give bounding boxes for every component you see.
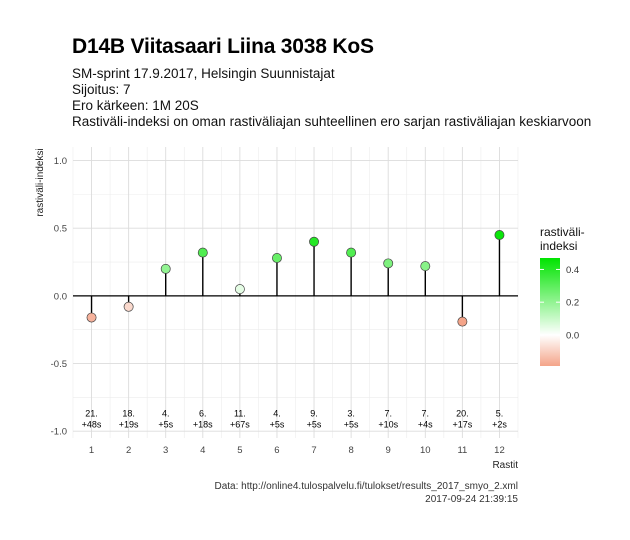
rank-label: 4.: [273, 408, 281, 418]
rank-label: 7.: [422, 408, 430, 418]
split-diff-label: +5s: [158, 419, 173, 429]
legend-title-line-1: rastiväli-: [540, 225, 585, 239]
x-tick-label: 5: [237, 445, 242, 456]
lollipop-point: [272, 253, 282, 263]
chart-title: D14B Viitasaari Liina 3038 KoS: [72, 35, 374, 58]
lollipop-point: [123, 301, 134, 312]
split-diff-label: +67s: [230, 419, 250, 429]
rank-label: 21.: [85, 408, 98, 418]
split-diff-label: +10s: [378, 419, 398, 429]
y-tick-label: -1.0: [51, 427, 67, 438]
rank-label: 5.: [496, 408, 504, 418]
split-diff-label: +18s: [193, 419, 213, 429]
x-tick-label: 10: [420, 445, 431, 456]
x-tick-label: 11: [457, 445, 467, 456]
lollipop-point: [383, 258, 394, 269]
rank-label: 3.: [347, 408, 355, 418]
legend-tick-label: 0.2: [566, 298, 579, 309]
lollipop-point: [234, 284, 245, 295]
subtitle-line-1: SM-sprint 17.9.2017, Helsingin Suunnista…: [72, 66, 335, 81]
rank-label: 7.: [384, 408, 392, 418]
lollipop-point: [457, 316, 468, 327]
rank-label: 20.: [456, 408, 469, 418]
x-tick-label: 8: [348, 445, 353, 456]
lollipop-point: [309, 236, 319, 247]
lollipop-point: [160, 263, 171, 274]
x-tick-label: 4: [200, 445, 205, 456]
rank-label: 11.: [234, 408, 246, 418]
x-tick-label: 1: [89, 445, 94, 456]
lollipop-point: [420, 261, 431, 272]
x-tick-label: 6: [274, 445, 279, 456]
y-tick-label: 0.0: [54, 291, 67, 302]
split-diff-label: +2s: [492, 419, 507, 429]
split-diff-label: +5s: [344, 419, 359, 429]
x-axis-title: Rastit: [492, 460, 518, 471]
split-diff-label: +19s: [119, 419, 139, 429]
split-diff-label: +17s: [452, 419, 472, 429]
legend-title-line-2: indeksi: [540, 239, 577, 253]
legend-tick-label: 0.4: [566, 265, 579, 276]
timestamp-caption: 2017-09-24 21:39:15: [425, 494, 518, 505]
x-tick-label: 12: [494, 445, 505, 456]
subtitle-line-4: Rastiväli-indeksi on oman rastiväliajan …: [72, 114, 592, 129]
lollipop-point: [494, 230, 505, 240]
rank-label: 9.: [310, 408, 318, 418]
split-diff-label: +4s: [418, 419, 433, 429]
split-diff-label: +48s: [82, 419, 102, 429]
rank-label: 18.: [122, 408, 135, 418]
subtitle-line-3: Ero kärkeen: 1M 20S: [72, 98, 199, 113]
x-tick-label: 3: [163, 445, 168, 456]
y-tick-label: -0.5: [51, 359, 67, 370]
x-tick-label: 7: [311, 445, 316, 456]
split-diff-label: +5s: [270, 419, 285, 429]
legend-colorbar: [540, 258, 560, 366]
x-tick-label: 9: [386, 445, 391, 456]
y-tick-label: 1.0: [54, 156, 67, 167]
data-source-caption: Data: http://online4.tulospalvelu.fi/tul…: [214, 481, 518, 492]
y-axis-title: rastiväli-indeksi: [35, 148, 46, 216]
subtitle-line-2: Sijoitus: 7: [72, 82, 131, 97]
rank-label: 4.: [162, 408, 170, 418]
rank-label: 6.: [199, 408, 207, 418]
y-tick-label: 0.5: [54, 224, 67, 235]
legend-tick-label: 0.0: [566, 330, 579, 341]
lollipop-point: [197, 247, 208, 258]
split-diff-label: +5s: [307, 419, 322, 429]
lollipop-point: [86, 312, 97, 323]
lollipop-point: [346, 247, 357, 258]
x-tick-label: 2: [126, 445, 131, 456]
